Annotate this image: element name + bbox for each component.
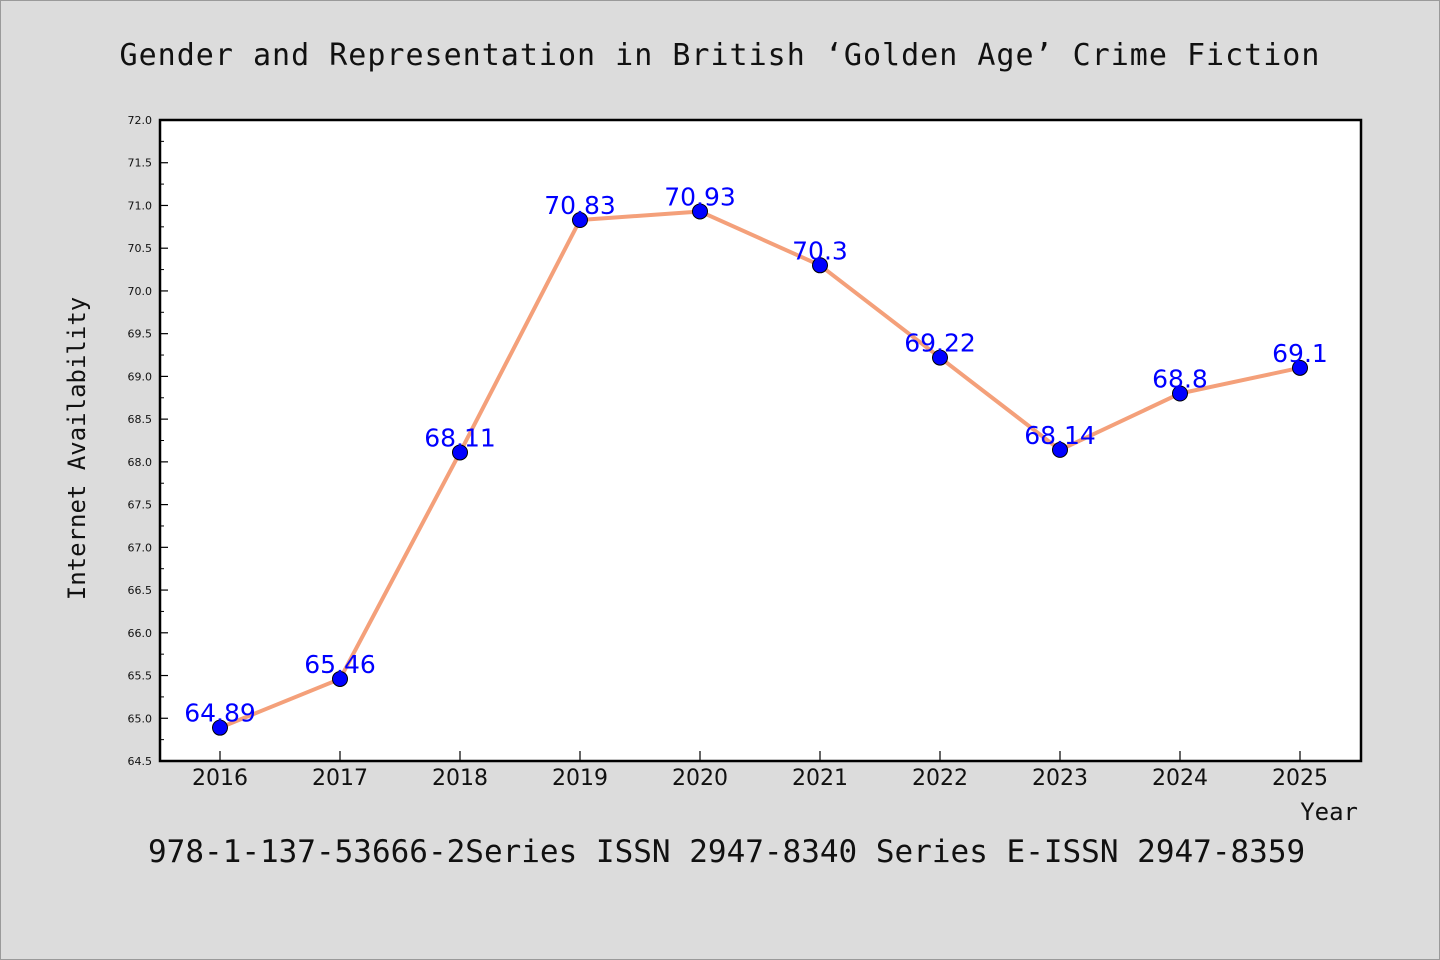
x-tick-label: 2022: [912, 766, 968, 791]
y-tick-label: 70.0: [128, 285, 153, 298]
chart-title: Gender and Representation in British ‘Go…: [119, 38, 1321, 73]
data-point-marker: [692, 203, 708, 220]
footer-isbn-text: 978-1-137-53666-2Series ISSN 2947-8340 S…: [148, 834, 1306, 870]
data-label: 68.8: [1152, 364, 1208, 393]
data-label: 69.22: [904, 329, 976, 358]
x-axis-label: Year: [1300, 798, 1358, 826]
plot-area: [158, 118, 1363, 763]
y-tick-label: 69.5: [128, 328, 153, 341]
y-tick-label: 66.0: [128, 627, 153, 640]
series-line: [219, 209, 1301, 730]
x-tick-label: 2019: [552, 766, 608, 791]
data-point-marker: [572, 211, 588, 228]
x-tick-label: 2018: [432, 766, 488, 791]
x-tick-label: 2023: [1032, 766, 1088, 791]
x-axis-ticks: 2016 2017 2018 2019 2020 2021 2022 2023 2024 2025: [192, 751, 1328, 791]
y-tick-label: 65.0: [128, 712, 153, 725]
data-point-marker: [452, 444, 468, 461]
y-tick-label: 71.5: [128, 157, 153, 170]
data-point-marker: [1052, 441, 1068, 458]
data-label: 70.3: [792, 236, 848, 265]
data-point-marker: [332, 670, 348, 687]
y-tick-label: 64.5: [128, 755, 153, 768]
data-label: 64.89: [184, 699, 256, 728]
data-point-marker: [212, 719, 228, 736]
series-group: [212, 203, 1308, 736]
data-labels-group: 64.89 65.46 68.11 70.83 70.93 70.3 69.22 68.14 6…: [184, 182, 1328, 727]
x-tick-label: 2024: [1152, 766, 1208, 791]
y-axis-ticks: 64.5 65.0 65.5 66.0 66.5 67.0 67.5 68.0 68.5 69.0…: [128, 114, 168, 768]
x-tick-label: 2016: [192, 766, 248, 791]
data-label: 69.1: [1272, 339, 1328, 368]
data-point-marker: [1172, 385, 1188, 402]
x-tick-label: 2021: [792, 766, 848, 791]
x-tick-label: 2017: [312, 766, 368, 791]
y-tick-label: 72.0: [128, 114, 153, 127]
data-label: 65.46: [304, 650, 376, 679]
y-tick-label: 67.0: [128, 541, 153, 554]
y-tick-label: 67.5: [128, 499, 153, 512]
data-point-marker: [812, 257, 828, 274]
y-tick-label: 71.0: [128, 199, 153, 212]
y-tick-label: 68.5: [128, 413, 153, 426]
data-label: 70.83: [544, 191, 616, 220]
data-point-marker: [1292, 359, 1308, 376]
data-label: 68.11: [424, 423, 496, 452]
data-label: 70.93: [664, 182, 736, 211]
x-tick-label: 2020: [672, 766, 728, 791]
y-tick-label: 65.5: [128, 670, 153, 683]
data-point-marker: [932, 349, 948, 366]
y-tick-label: 66.5: [128, 584, 153, 597]
y-tick-label: 69.0: [128, 370, 153, 383]
data-label: 68.14: [1024, 421, 1096, 450]
y-axis-label: Internet Availability: [63, 297, 91, 600]
y-tick-label: 68.0: [128, 456, 153, 469]
y-tick-label: 70.5: [128, 242, 153, 255]
x-tick-label: 2025: [1272, 766, 1328, 791]
